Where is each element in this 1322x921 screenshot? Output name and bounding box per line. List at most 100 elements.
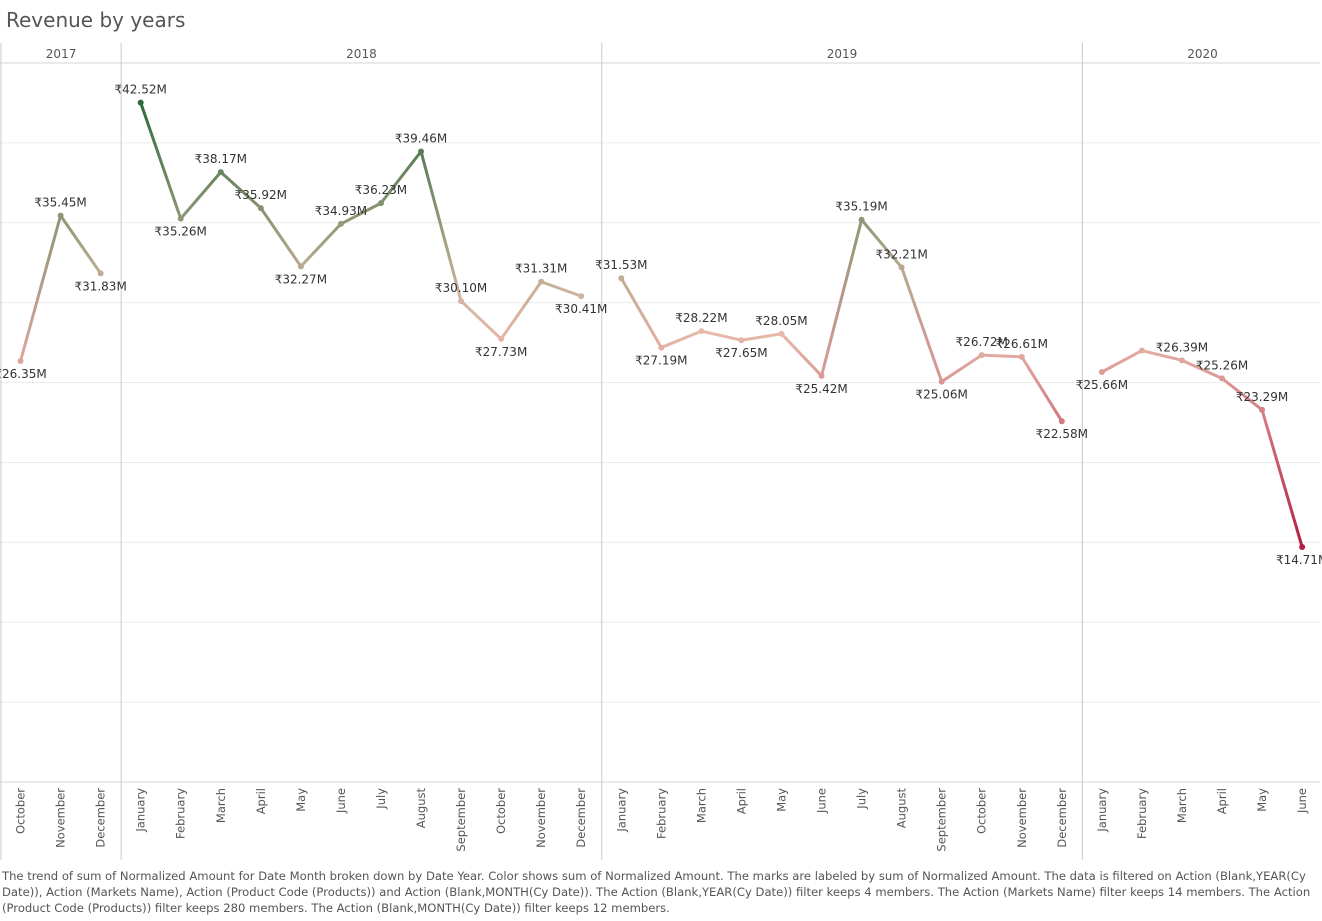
month-tick-label: December: [574, 788, 588, 848]
series-line-segment: [219, 170, 263, 210]
series-line-segment: [259, 206, 303, 268]
month-tick-label: February: [654, 788, 668, 839]
month-tick-label: June: [815, 788, 829, 814]
series-line-segment: [59, 214, 103, 275]
series-line-segment: [779, 332, 824, 378]
data-point: [257, 205, 264, 212]
data-point: [818, 372, 825, 379]
month-tick-label: April: [734, 788, 748, 814]
series-line-segment: [619, 276, 663, 350]
data-point: [17, 357, 24, 364]
data-point: [1098, 369, 1105, 376]
month-tick-label: December: [94, 788, 108, 848]
year-header-2018: 2018: [346, 47, 377, 61]
data-point: [938, 378, 945, 385]
month-tick-label: August: [895, 788, 909, 829]
data-label: ₹30.10M: [435, 281, 487, 295]
data-label: ₹32.27M: [275, 272, 327, 286]
data-label: ₹31.53M: [595, 258, 647, 272]
data-point: [217, 169, 224, 176]
data-label: ₹30.41M: [555, 302, 607, 316]
month-tick-label: March: [1175, 788, 1189, 823]
data-label: ₹26.39M: [1156, 340, 1208, 354]
month-tick-label: November: [1015, 788, 1029, 848]
series-line-segment: [940, 353, 984, 384]
series-line-segment: [459, 299, 503, 341]
data-label: ₹31.31M: [515, 262, 567, 276]
data-point: [858, 216, 865, 223]
series-line-segment: [900, 265, 944, 384]
series-line-segment: [980, 353, 1024, 359]
data-point: [1018, 353, 1025, 360]
month-tick-label: January: [134, 788, 148, 833]
series-line-segment: [820, 218, 864, 378]
data-label: ₹25.66M: [1076, 378, 1128, 392]
data-point: [1178, 357, 1185, 364]
data-label: ₹23.29M: [1236, 390, 1288, 404]
data-point: [698, 328, 705, 335]
series-line-segment: [1260, 408, 1304, 549]
data-point: [337, 220, 344, 227]
data-label: ₹35.45M: [34, 196, 86, 210]
data-point: [538, 278, 545, 285]
data-label: ₹25.06M: [916, 388, 968, 402]
series-line-segment: [419, 150, 463, 303]
data-point: [498, 335, 505, 342]
month-tick-label: April: [254, 788, 268, 814]
month-tick-label: September: [454, 788, 468, 852]
series-line-segment: [860, 218, 904, 269]
data-point: [738, 337, 745, 344]
month-tick-label: January: [1095, 788, 1109, 833]
month-tick-label: February: [174, 788, 188, 839]
data-label: ₹31.83M: [74, 279, 126, 293]
data-label: ₹27.19M: [635, 354, 687, 368]
month-tick-label: May: [1255, 788, 1269, 812]
month-tick-label: December: [1055, 788, 1069, 848]
data-label: ₹35.19M: [835, 200, 887, 214]
month-tick-label: October: [14, 788, 28, 834]
data-point: [1259, 406, 1266, 413]
series-line-segment: [19, 214, 63, 363]
data-label: ₹22.58M: [1036, 427, 1088, 441]
month-tick-label: October: [975, 788, 989, 834]
series-line-segment: [379, 150, 423, 205]
data-label: ₹36.23M: [355, 183, 407, 197]
data-point: [658, 344, 665, 351]
series-line-segment: [139, 101, 183, 221]
month-tick-label: February: [1135, 788, 1149, 839]
data-point: [1299, 543, 1306, 550]
year-header-2020: 2020: [1187, 47, 1218, 61]
series-line-segment: [299, 222, 343, 268]
series-line-segment: [1140, 349, 1184, 362]
data-point: [1138, 347, 1145, 354]
series-line-segment: [739, 332, 783, 342]
month-tick-label: November: [54, 788, 68, 848]
data-point: [137, 99, 144, 106]
series-line-segment: [699, 329, 743, 342]
data-point: [377, 200, 384, 207]
data-label: ₹26.35M: [0, 367, 47, 381]
data-point: [618, 275, 625, 282]
month-tick-label: September: [935, 788, 949, 852]
data-point: [297, 263, 304, 270]
month-tick-label: June: [334, 788, 348, 814]
data-point: [1058, 418, 1065, 425]
data-point: [57, 212, 64, 219]
series-line-segment: [1100, 349, 1144, 374]
month-tick-label: July: [855, 788, 869, 810]
series-line-segment: [179, 170, 223, 221]
data-point: [177, 215, 184, 222]
month-tick-label: March: [694, 788, 708, 823]
data-label: ₹39.46M: [395, 132, 447, 146]
month-tick-label: October: [494, 788, 508, 834]
month-tick-label: January: [614, 788, 628, 833]
data-label: ₹26.61M: [996, 337, 1048, 351]
data-point: [898, 264, 905, 271]
month-tick-label: August: [414, 788, 428, 829]
data-point: [97, 270, 104, 277]
series-line-segment: [1180, 358, 1224, 380]
data-point: [778, 330, 785, 337]
data-label: ₹35.26M: [155, 225, 207, 239]
series-line-segment: [539, 280, 583, 298]
data-label: ₹35.92M: [235, 188, 287, 202]
